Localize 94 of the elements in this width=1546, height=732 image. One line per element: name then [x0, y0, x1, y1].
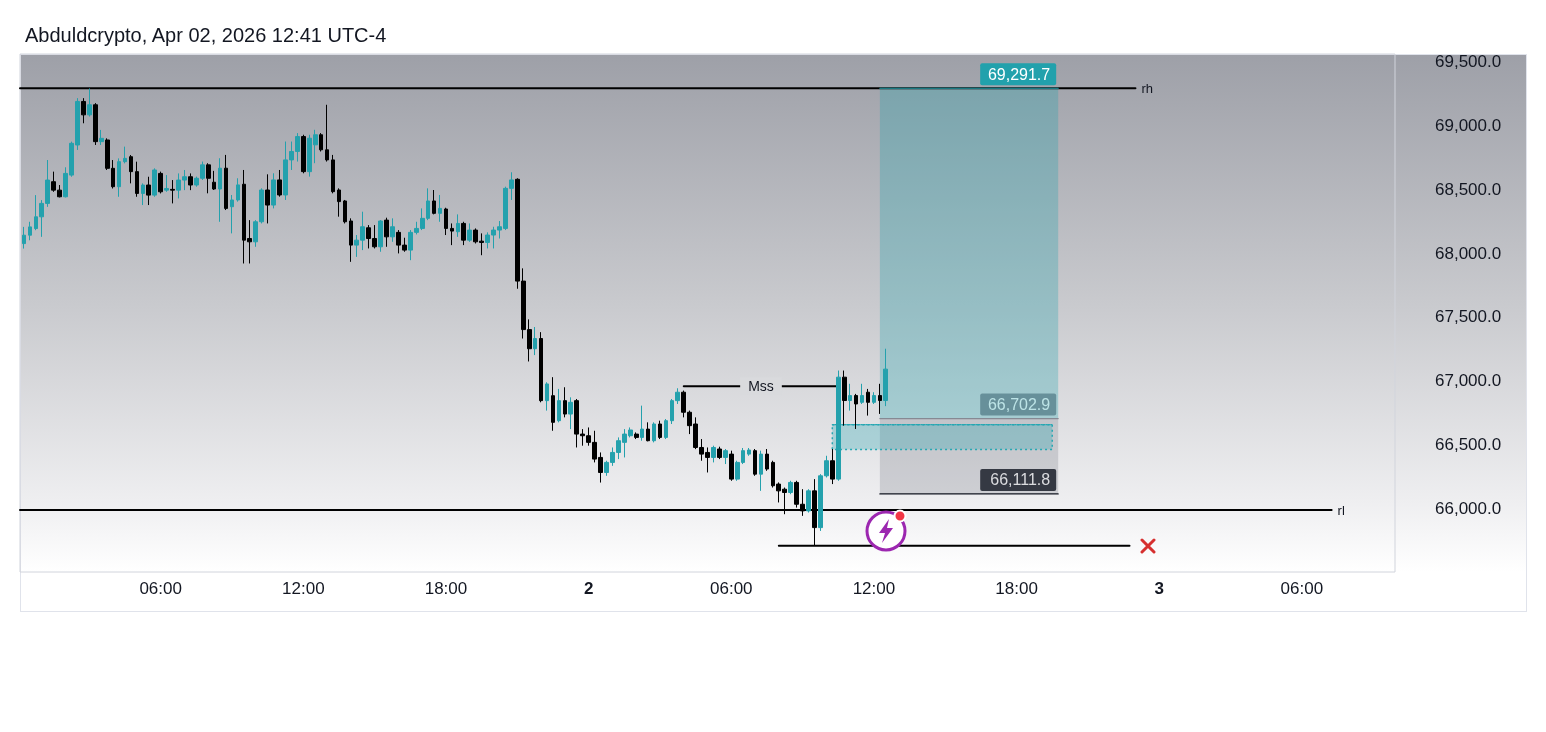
- data-label: 69,291.7: [987, 65, 1051, 83]
- y-tick-label: 66,500.0: [1435, 434, 1502, 454]
- candlestick: [81, 97, 86, 124]
- candlestick: [658, 420, 662, 440]
- y-tick-label: 68,000.0: [1435, 243, 1502, 263]
- candlestick: [277, 169, 282, 198]
- candlestick: [117, 157, 121, 198]
- candlestick: [301, 134, 306, 174]
- x-tick-label: 12:00: [852, 579, 896, 598]
- candlestick: [723, 448, 728, 465]
- candlestick: [390, 217, 395, 243]
- candlestick: [28, 221, 32, 241]
- candlestick: [539, 331, 543, 403]
- candlestick: [141, 182, 145, 206]
- candlestick: [432, 189, 436, 215]
- candlestick: [325, 104, 329, 163]
- candlestick: [337, 187, 341, 218]
- candlestick: [384, 217, 389, 248]
- candlestick: [467, 222, 472, 243]
- candlestick: [444, 207, 448, 236]
- candlestick: [557, 388, 561, 423]
- x-tick-label: 06:00: [1280, 579, 1324, 598]
- candlestick: [759, 450, 763, 492]
- candlestick: [848, 383, 852, 412]
- candlestick: [551, 376, 555, 432]
- candlestick: [747, 447, 751, 457]
- y-tick-label: 69,500.0: [1435, 52, 1502, 72]
- candlestick: [93, 102, 98, 146]
- candlestick: [866, 388, 870, 417]
- candlestick: [860, 383, 864, 405]
- candlestick: [563, 386, 567, 418]
- candlestick: [634, 431, 639, 440]
- candlestick: [854, 393, 858, 430]
- candlestick: [331, 154, 335, 194]
- candlestick: [640, 405, 644, 442]
- candlestick: [711, 445, 716, 463]
- data-label: 66,702.9: [987, 396, 1051, 414]
- candlestick: [22, 226, 26, 250]
- x-tick-label: 2: [583, 579, 594, 598]
- candlestick: [450, 222, 454, 246]
- y-tick-label: 68,500.0: [1435, 179, 1502, 199]
- x-tick-label: 06:00: [710, 579, 753, 598]
- candlestick: [188, 172, 193, 191]
- candlestick: [343, 199, 347, 224]
- candlestick: [164, 174, 169, 193]
- candlestick: [788, 480, 793, 495]
- x-tick-label: 12:00: [282, 579, 325, 598]
- candlestick: [349, 217, 353, 263]
- candlestick: [87, 87, 92, 118]
- candlestick: [438, 194, 442, 223]
- candlestick: [378, 219, 383, 253]
- y-tick-label: 67,500.0: [1435, 307, 1502, 327]
- x-tick-label: 18:00: [995, 579, 1038, 598]
- candlestick: [729, 450, 734, 482]
- series-label: rl: [1337, 502, 1345, 518]
- chart-title: Abduldcrypto, Apr 02, 2026 12:41 UTC-4: [25, 24, 387, 46]
- y-tick-label: 66,000.0: [1435, 498, 1502, 518]
- candlestick: [765, 448, 769, 472]
- candlestick: [129, 154, 133, 184]
- x-tick-label: 3: [1154, 579, 1164, 598]
- candlestick: [883, 348, 888, 407]
- candlestick: [533, 326, 537, 356]
- candlestick: [717, 446, 722, 460]
- candlestick: [842, 370, 847, 427]
- candlestick: [652, 421, 656, 443]
- candlestick: [646, 421, 650, 442]
- x-tick-label: 06:00: [139, 579, 182, 598]
- candlestick: [206, 162, 211, 194]
- x-tick-label: 18:00: [424, 579, 468, 598]
- candlestick: [212, 170, 216, 191]
- candlestick: [230, 194, 234, 234]
- candlestick: [271, 172, 276, 209]
- candlestick: [236, 177, 240, 203]
- candlestick: [878, 383, 882, 415]
- candlestick: [461, 221, 466, 246]
- y-tick-label: 67,000.0: [1435, 371, 1502, 391]
- y-tick-label: 69,000.0: [1435, 115, 1502, 135]
- data-label: 66,111.8: [990, 471, 1051, 489]
- candlestick: [806, 488, 811, 514]
- candlestick: [753, 448, 757, 477]
- candlestick: [545, 381, 549, 412]
- candlestick: [568, 396, 573, 430]
- candlestick: [123, 146, 127, 164]
- candlestick: [158, 171, 163, 194]
- candlestick: [218, 157, 222, 223]
- candlestick: [319, 132, 323, 152]
- candlestick: [224, 154, 228, 211]
- candlestick: [664, 418, 668, 440]
- candlestick: [99, 129, 104, 146]
- series-label: rh: [1141, 80, 1154, 96]
- candlestick: [135, 161, 139, 198]
- candlestick: [152, 167, 157, 198]
- candlestick: [872, 391, 876, 405]
- candlestick: [456, 213, 460, 238]
